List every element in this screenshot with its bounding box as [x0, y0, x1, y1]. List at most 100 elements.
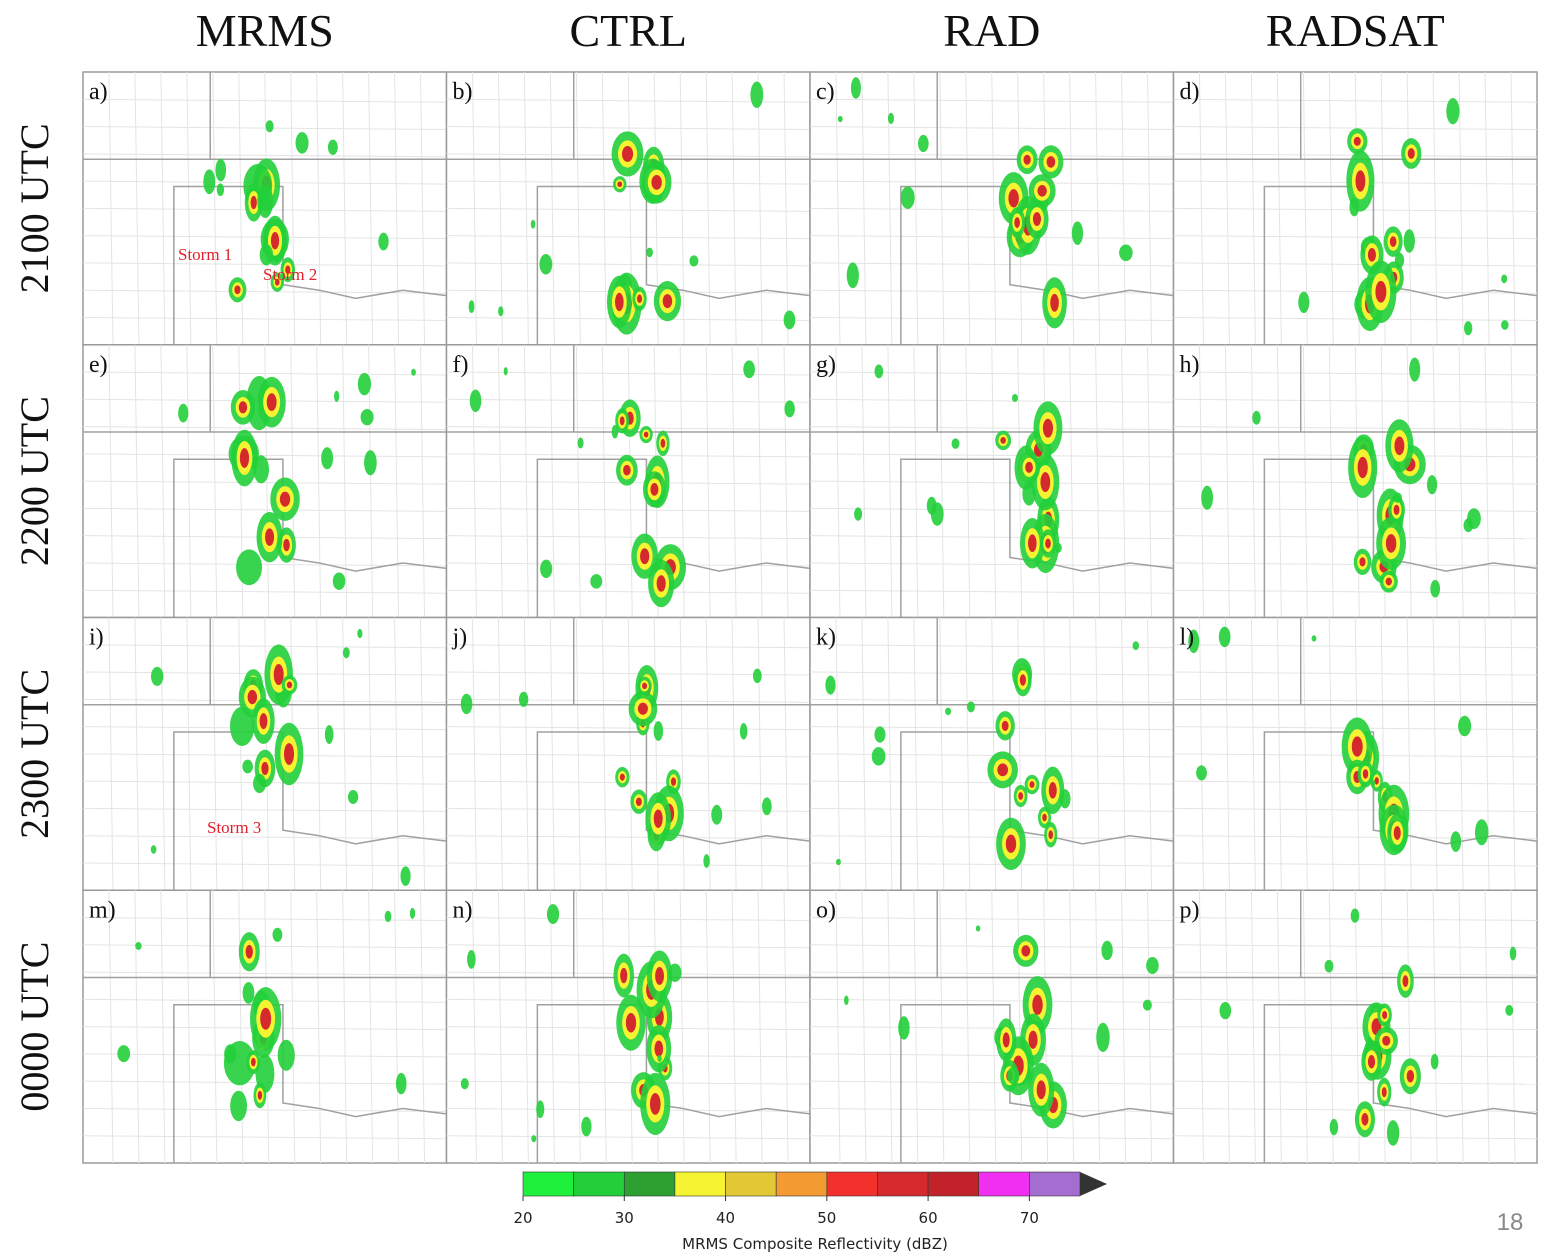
county-line — [679, 71, 685, 345]
county-line — [1173, 535, 1538, 540]
county-line — [809, 644, 1174, 649]
county-line — [446, 644, 811, 649]
row-label: 0000 UTC — [12, 942, 57, 1112]
county-line — [809, 917, 1174, 922]
county-line — [549, 71, 555, 345]
map-panel: p) — [1172, 889, 1538, 1164]
county-line — [1173, 698, 1538, 703]
county-line — [1095, 617, 1101, 891]
echo — [1394, 436, 1405, 456]
county-line — [186, 71, 192, 345]
echo — [357, 372, 372, 396]
row-label: 2100 UTC — [12, 123, 57, 293]
echo — [1359, 557, 1366, 567]
echo — [703, 854, 710, 868]
echo — [1403, 229, 1415, 253]
county-line — [601, 71, 607, 345]
echo — [1132, 641, 1140, 651]
county-line — [1276, 344, 1282, 618]
county-line — [82, 1135, 447, 1140]
echo — [1375, 280, 1387, 303]
echo — [1028, 534, 1037, 553]
county-line — [1328, 344, 1334, 618]
echo — [1385, 534, 1397, 553]
county-line — [1484, 71, 1490, 345]
county-line — [446, 235, 811, 240]
echo — [274, 278, 280, 286]
echo — [670, 777, 677, 786]
county-line — [783, 890, 789, 1164]
echo — [1146, 957, 1159, 975]
echo — [324, 725, 334, 744]
echo — [761, 797, 772, 816]
county-line — [809, 971, 1174, 976]
echo — [1458, 715, 1472, 737]
echo — [1218, 626, 1231, 648]
county-line — [1069, 617, 1075, 891]
county-line — [1173, 371, 1538, 376]
county-line — [82, 371, 447, 376]
echo — [577, 437, 584, 449]
echo — [783, 310, 796, 330]
echo — [260, 1007, 272, 1030]
echo — [1219, 1002, 1232, 1020]
county-line — [446, 917, 811, 922]
state-border — [900, 1004, 1174, 1163]
echo — [1007, 1066, 1020, 1085]
echo — [951, 438, 960, 449]
panel-label: b) — [453, 79, 473, 105]
echo — [1042, 813, 1047, 822]
county-line — [1173, 1053, 1538, 1058]
county-line — [420, 344, 426, 618]
echo — [1071, 221, 1084, 245]
echo — [250, 1057, 256, 1067]
county-line — [1484, 344, 1490, 618]
county-line — [1250, 71, 1256, 345]
county-line — [731, 71, 737, 345]
county-line — [1173, 1026, 1538, 1031]
echo — [1311, 635, 1317, 642]
echo — [321, 447, 334, 470]
county-line — [939, 617, 945, 891]
county-line — [1432, 617, 1438, 891]
county-line — [809, 698, 1174, 703]
county-line — [913, 617, 919, 891]
echo — [460, 693, 473, 715]
echo — [930, 502, 944, 526]
echo — [1351, 736, 1363, 757]
county-line — [186, 617, 192, 891]
county-line — [446, 262, 811, 267]
county-line — [523, 344, 529, 618]
county-line — [1173, 998, 1538, 1003]
echo — [347, 790, 359, 805]
echo — [611, 424, 619, 439]
echo — [265, 120, 274, 133]
county-line — [913, 890, 919, 1164]
county-line — [1095, 71, 1101, 345]
county-line — [1173, 235, 1538, 240]
county-line — [809, 671, 1174, 676]
county-line — [1069, 890, 1075, 1164]
state-border — [900, 185, 1174, 345]
echo — [1018, 792, 1024, 800]
map-panel: m) — [82, 889, 448, 1164]
echo — [844, 995, 849, 1006]
echo — [590, 574, 603, 589]
echo — [918, 134, 929, 153]
county-line — [1173, 671, 1538, 676]
county-line — [1173, 1080, 1538, 1085]
county-line — [1302, 344, 1308, 618]
echo — [540, 559, 553, 579]
row-label: 2300 UTC — [12, 669, 57, 839]
county-line — [757, 890, 763, 1164]
county-line — [1095, 344, 1101, 618]
echo — [467, 949, 476, 969]
county-line — [446, 1135, 811, 1140]
echo — [279, 491, 291, 507]
echo — [265, 528, 275, 546]
map-panel: l) — [1172, 616, 1538, 891]
county-line — [705, 890, 711, 1164]
echo — [967, 701, 975, 713]
county-line — [913, 344, 919, 618]
county-line — [809, 235, 1174, 240]
